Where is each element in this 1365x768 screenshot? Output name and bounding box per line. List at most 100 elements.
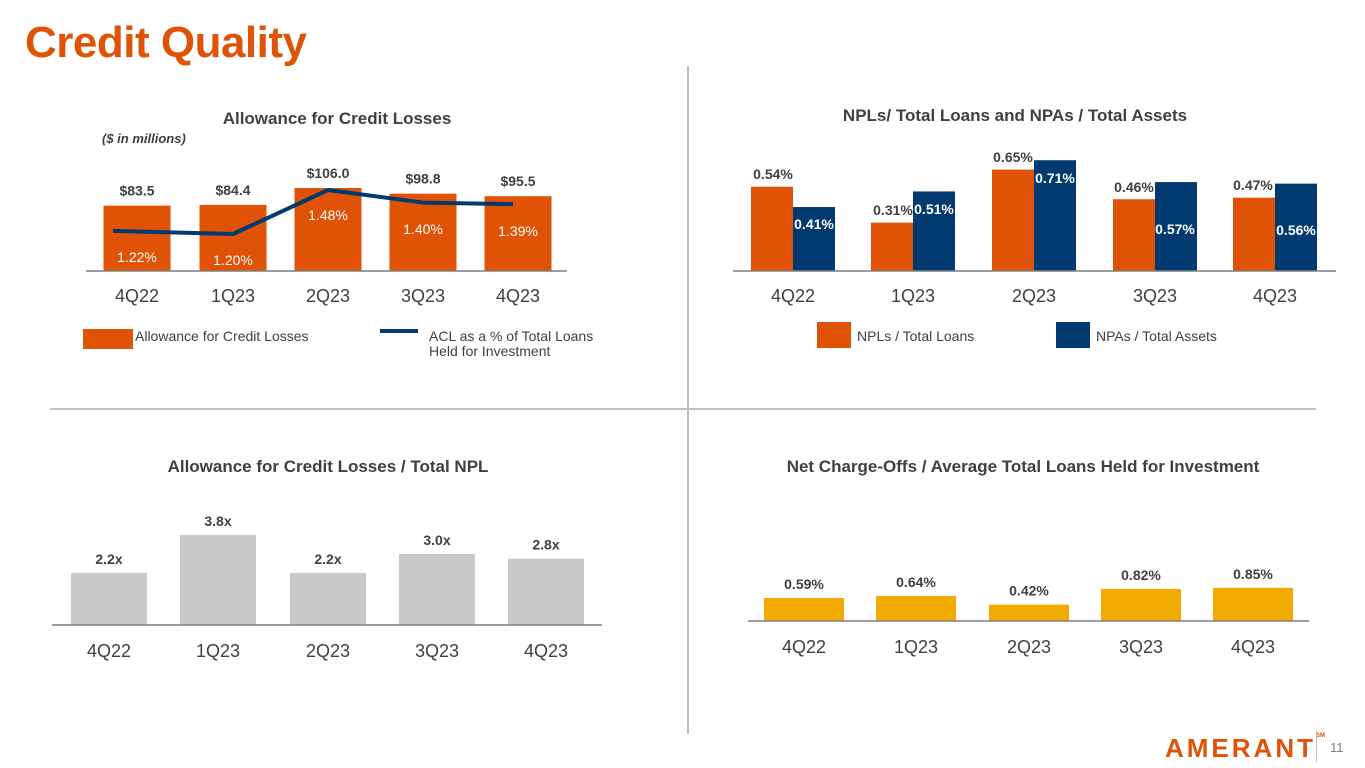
vertical-divider bbox=[687, 66, 689, 734]
tick-label-3Q23: 3Q23 bbox=[1119, 637, 1163, 657]
bar-nco-4Q22 bbox=[764, 597, 844, 621]
chart-nco-svg: Net Charge-Offs / Average Total Loans He… bbox=[748, 457, 1309, 657]
bar-label-npl-3Q23: 0.46% bbox=[1114, 179, 1154, 195]
bar-label-npa-2Q23: 0.71% bbox=[1035, 170, 1075, 186]
bar-npl-3Q23 bbox=[1113, 199, 1155, 271]
legend-label-npa: NPAs / Total Assets bbox=[1096, 328, 1217, 344]
bar-label-acl-3Q23: $98.8 bbox=[405, 171, 440, 187]
bar-nco-4Q23 bbox=[1213, 587, 1293, 621]
page-number: 11 bbox=[1330, 740, 1344, 755]
bar-npa-4Q23 bbox=[1275, 183, 1317, 271]
legend-label-line-1: ACL as a % of Total Loans bbox=[429, 328, 593, 344]
bar-label-npa-4Q22: 0.41% bbox=[794, 216, 834, 232]
bar-coverage-4Q22 bbox=[71, 572, 147, 625]
line-label-acl-3Q23: 1.40% bbox=[403, 221, 443, 237]
amerant-logo: AMERANTSM bbox=[1165, 733, 1325, 764]
line-label-acl-2Q23: 1.48% bbox=[308, 207, 348, 223]
bar-label-coverage-2Q23: 2.2x bbox=[314, 551, 341, 567]
bar-label-npa-4Q23: 0.56% bbox=[1276, 222, 1316, 238]
logo-divider bbox=[1316, 730, 1317, 762]
bar-nco-2Q23 bbox=[989, 604, 1069, 621]
chart-title: Allowance for Credit Losses / Total NPL bbox=[168, 457, 489, 476]
page-title: Credit Quality bbox=[25, 18, 307, 67]
bar-label-npa-3Q23: 0.57% bbox=[1155, 221, 1195, 237]
bar-acl-1Q23 bbox=[199, 204, 267, 271]
tick-label-2Q23: 2Q23 bbox=[1012, 286, 1056, 306]
bar-label-acl-4Q23: $95.5 bbox=[500, 173, 535, 189]
chart-nco: Net Charge-Offs / Average Total Loans He… bbox=[748, 457, 1309, 657]
tick-label-4Q23: 4Q23 bbox=[496, 286, 540, 306]
tick-label-4Q23: 4Q23 bbox=[1253, 286, 1297, 306]
logo-service-mark: SM bbox=[1316, 733, 1325, 739]
bar-acl-3Q23 bbox=[389, 193, 457, 271]
bar-coverage-2Q23 bbox=[290, 572, 366, 625]
bar-label-npl-4Q23: 0.47% bbox=[1233, 177, 1273, 193]
bar-label-acl-1Q23: $84.4 bbox=[215, 182, 250, 198]
legend-label-bar: Allowance for Credit Losses bbox=[135, 328, 309, 344]
tick-label-4Q23: 4Q23 bbox=[524, 641, 568, 661]
bar-acl-4Q22 bbox=[103, 205, 171, 271]
bar-label-coverage-4Q23: 2.8x bbox=[532, 537, 559, 553]
legend-swatch-npa bbox=[1056, 322, 1090, 348]
bar-npl-4Q22 bbox=[751, 186, 793, 271]
tick-label-1Q23: 1Q23 bbox=[196, 641, 240, 661]
tick-label-4Q22: 4Q22 bbox=[87, 641, 131, 661]
bar-label-npa-1Q23: 0.51% bbox=[914, 201, 954, 217]
bar-nco-3Q23 bbox=[1101, 589, 1181, 621]
tick-label-4Q23: 4Q23 bbox=[1231, 637, 1275, 657]
bar-npa-2Q23 bbox=[1034, 160, 1076, 271]
bar-coverage-3Q23 bbox=[399, 553, 475, 625]
bar-acl-4Q23 bbox=[484, 196, 552, 271]
chart-title: Net Charge-Offs / Average Total Loans He… bbox=[787, 457, 1260, 476]
chart-acl-svg: Allowance for Credit Losses ($ in million… bbox=[83, 109, 593, 359]
chart-coverage: Allowance for Credit Losses / Total NPL 2… bbox=[0, 0, 690, 700]
tick-label-2Q23: 2Q23 bbox=[306, 641, 350, 661]
legend-label-npl: NPLs / Total Loans bbox=[857, 328, 974, 344]
tick-label-2Q23: 2Q23 bbox=[1007, 637, 1051, 657]
chart-title: NPLs/ Total Loans and NPAs / Total Asset… bbox=[843, 106, 1187, 125]
bar-coverage-1Q23 bbox=[180, 534, 256, 625]
legend-label-line-2: Held for Investment bbox=[429, 343, 550, 359]
bar-npl-1Q23 bbox=[871, 222, 913, 271]
legend-swatch-bar bbox=[83, 329, 133, 349]
horizontal-divider bbox=[50, 408, 1316, 410]
tick-label-3Q23: 3Q23 bbox=[415, 641, 459, 661]
legend-swatch-npl bbox=[817, 322, 851, 348]
bar-label-npl-2Q23: 0.65% bbox=[993, 149, 1033, 165]
tick-label-4Q22: 4Q22 bbox=[115, 286, 159, 306]
bar-label-coverage-3Q23: 3.0x bbox=[423, 532, 450, 548]
bar-npa-1Q23 bbox=[913, 191, 955, 271]
tick-label-2Q23: 2Q23 bbox=[306, 286, 350, 306]
bar-coverage-4Q23 bbox=[508, 558, 584, 625]
tick-label-1Q23: 1Q23 bbox=[894, 637, 938, 657]
chart-coverage-svg: Allowance for Credit Losses / Total NPL 2… bbox=[52, 457, 602, 661]
bar-npl-4Q23 bbox=[1233, 197, 1275, 271]
tick-label-1Q23: 1Q23 bbox=[891, 286, 935, 306]
bar-label-coverage-4Q22: 2.2x bbox=[95, 551, 122, 567]
line-acl-pct bbox=[112, 188, 514, 236]
bar-label-nco-4Q23: 0.85% bbox=[1233, 566, 1273, 582]
bar-label-nco-1Q23: 0.64% bbox=[896, 574, 936, 590]
bar-npl-2Q23 bbox=[992, 169, 1034, 271]
tick-label-1Q23: 1Q23 bbox=[211, 286, 255, 306]
line-label-acl-4Q22: 1.22% bbox=[117, 249, 157, 265]
chart-title: Allowance for Credit Losses bbox=[223, 109, 452, 128]
bar-label-acl-4Q22: $83.5 bbox=[119, 183, 154, 199]
line-label-acl-4Q23: 1.39% bbox=[498, 223, 538, 239]
bar-label-nco-3Q23: 0.82% bbox=[1121, 567, 1161, 583]
chart-acl: Allowance for Credit Losses ($ in million… bbox=[0, 0, 690, 410]
bar-nco-1Q23 bbox=[876, 596, 956, 621]
chart-npl: NPLs/ Total Loans and NPAs / Total Asset… bbox=[733, 106, 1336, 348]
line-label-acl-1Q23: 1.20% bbox=[213, 252, 253, 268]
chart-npl-svg: NPLs/ Total Loans and NPAs / Total Asset… bbox=[733, 106, 1336, 348]
bar-label-npl-4Q22: 0.54% bbox=[753, 166, 793, 182]
tick-label-4Q22: 4Q22 bbox=[782, 637, 826, 657]
bar-label-nco-4Q22: 0.59% bbox=[784, 576, 824, 592]
tick-label-3Q23: 3Q23 bbox=[401, 286, 445, 306]
bar-label-nco-2Q23: 0.42% bbox=[1009, 583, 1049, 599]
bar-npa-4Q22 bbox=[793, 207, 835, 271]
bar-label-acl-2Q23: $106.0 bbox=[307, 165, 350, 181]
tick-label-4Q22: 4Q22 bbox=[771, 286, 815, 306]
tick-label-3Q23: 3Q23 bbox=[1133, 286, 1177, 306]
chart-subtitle: ($ in millions) bbox=[102, 131, 186, 146]
